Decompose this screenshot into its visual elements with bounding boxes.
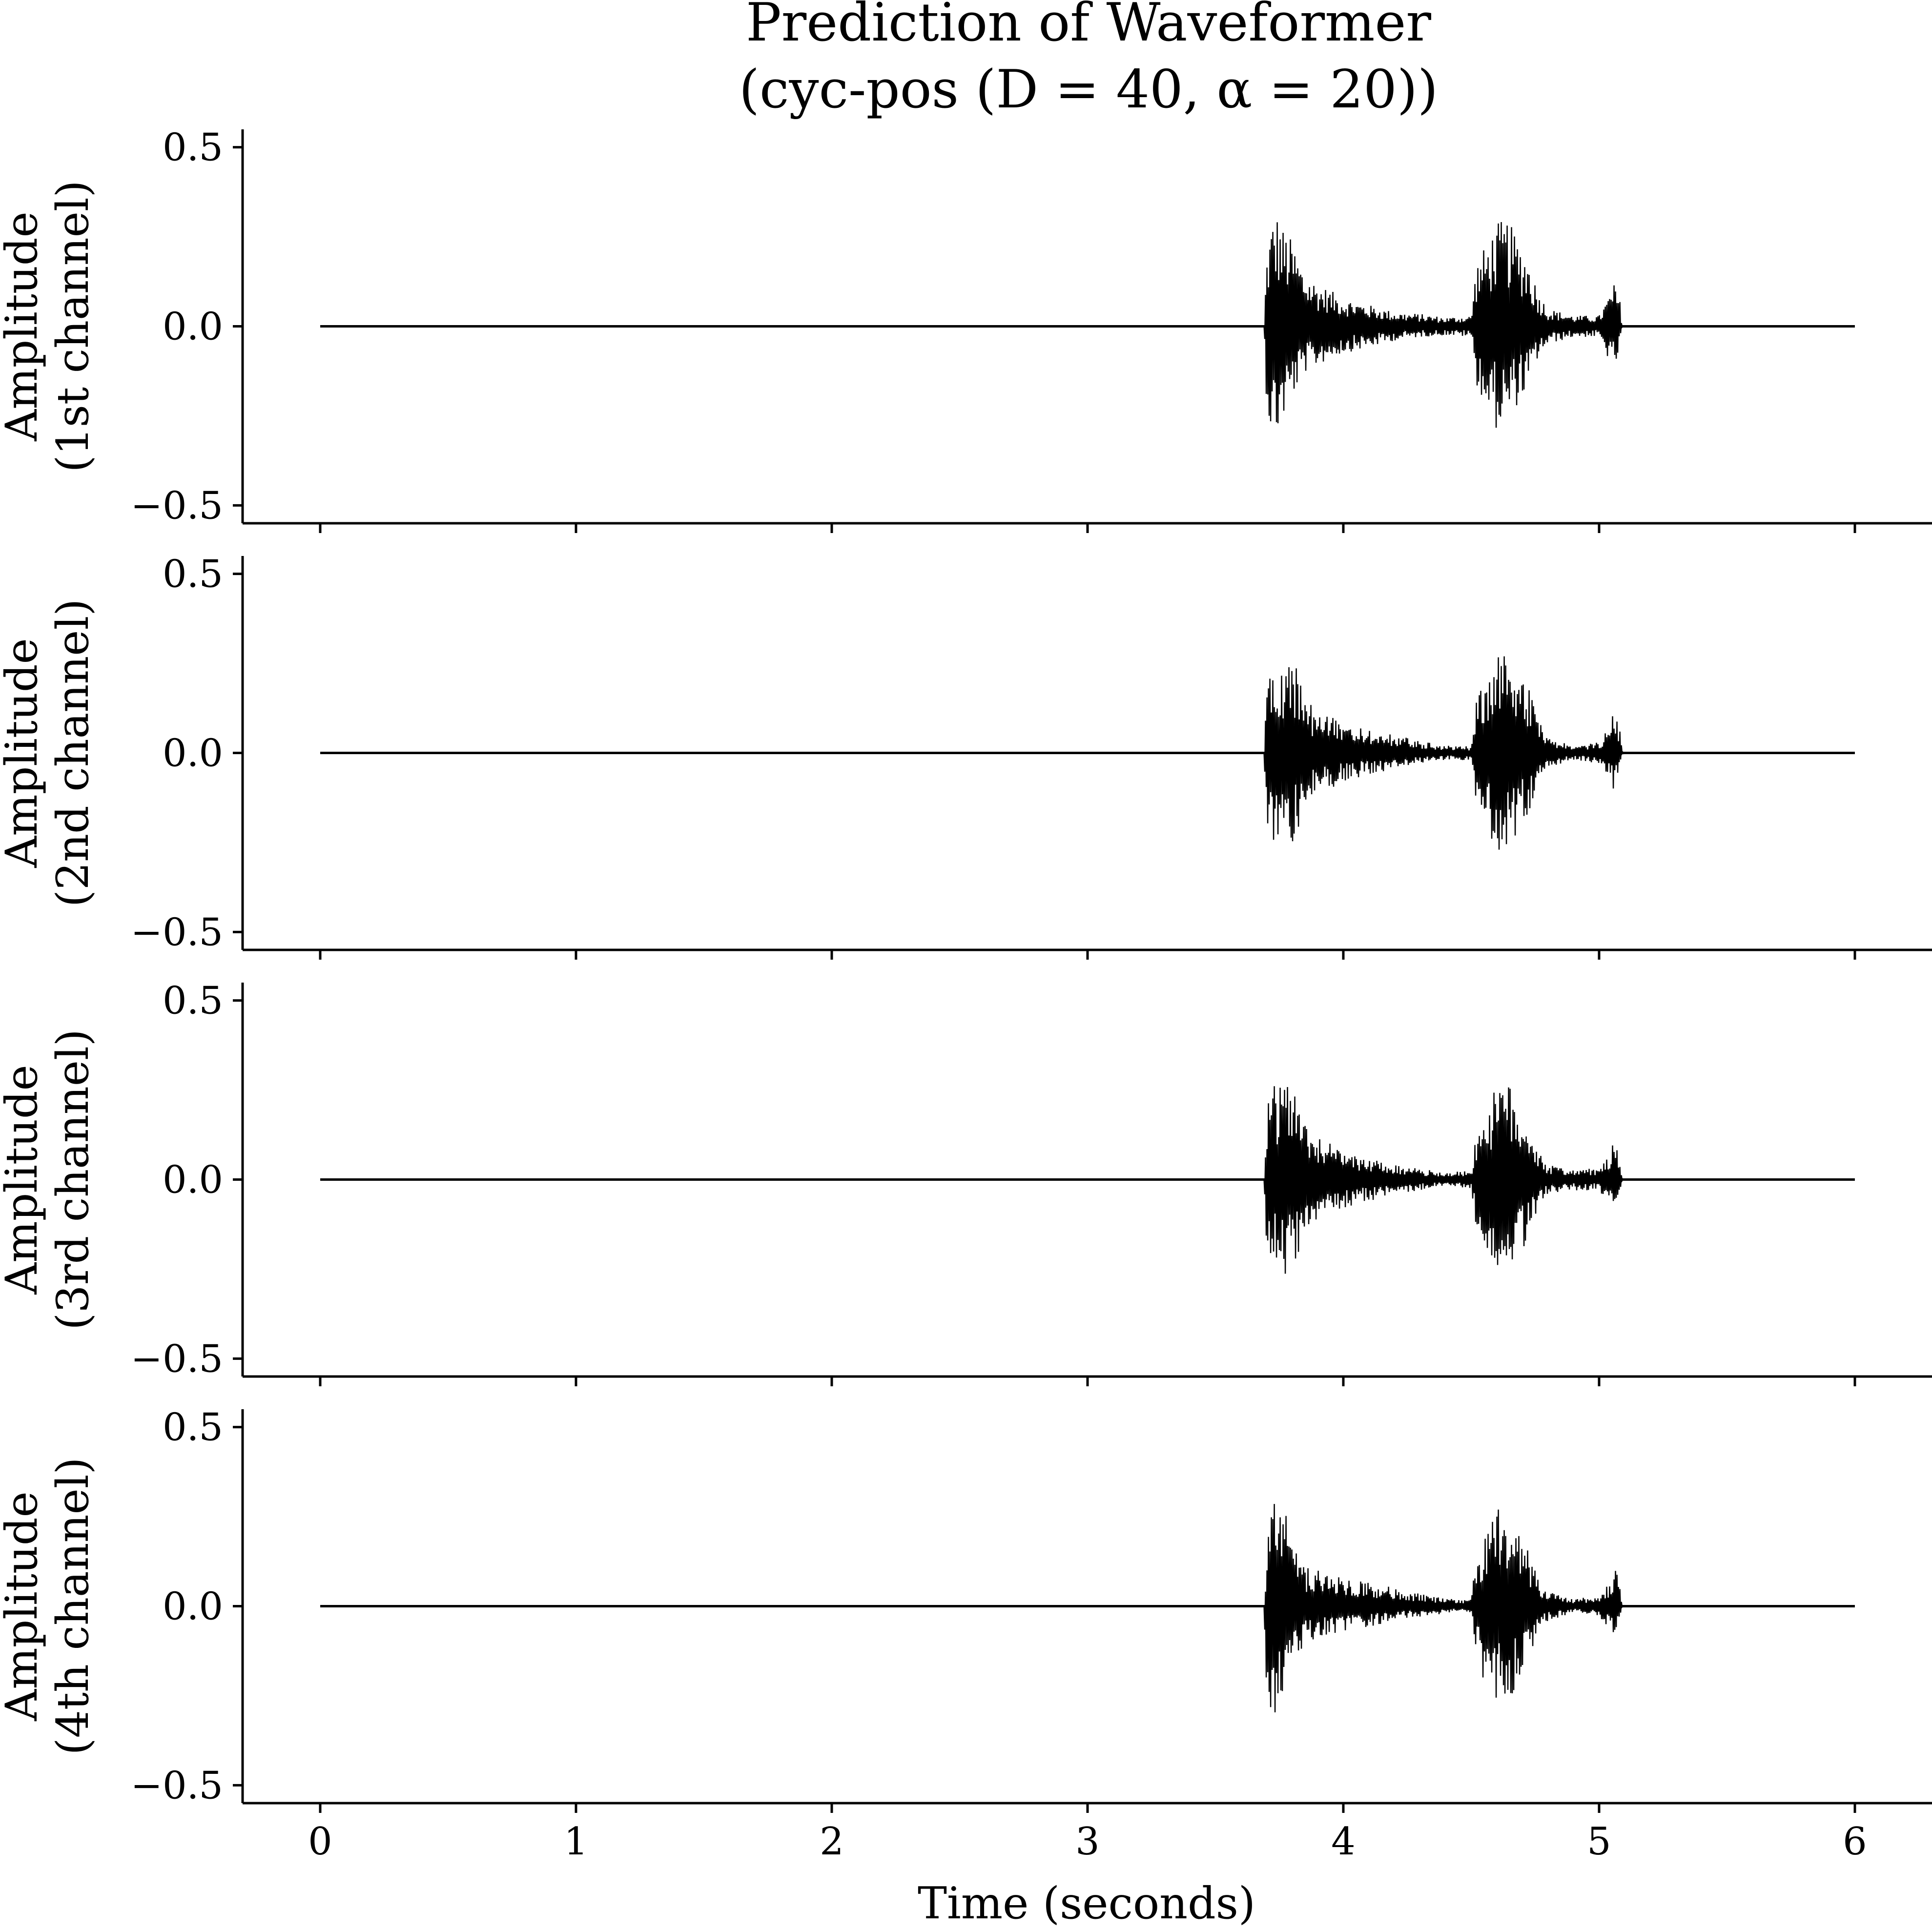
y-tick-label: 0.0 <box>163 305 223 349</box>
y-axis-label-line: (4th channel) <box>47 1457 99 1755</box>
x-tick-label: 6 <box>1843 1820 1867 1864</box>
y-axis-label-line: Amplitude <box>0 1065 47 1295</box>
y-tick-label: 0.5 <box>163 1406 223 1450</box>
x-tick-label: 4 <box>1331 1820 1356 1864</box>
waveform-signal <box>1263 656 1625 850</box>
chart-title: Prediction of Waveformer <box>746 0 1431 53</box>
panel-4: 0.5 0.0 −0.5 0 1 2 3 4 5 6 Amplitude(4th channel) <box>0 1406 1932 1864</box>
y-axis-label: Amplitude(3rd channel) <box>0 1029 99 1330</box>
y-axis-label: Amplitude(4th channel) <box>0 1457 99 1755</box>
y-axis-label-line: Amplitude <box>0 211 47 442</box>
waveform-signal <box>1263 1504 1625 1713</box>
y-tick-label: −0.5 <box>131 1764 223 1808</box>
x-tick-label: 0 <box>308 1820 332 1864</box>
chart-subtitle: (cyc-pos (D = 40, α = 20)) <box>739 59 1438 120</box>
y-axis-label-line: (3rd channel) <box>47 1029 99 1330</box>
y-tick-label: 0.0 <box>163 732 223 776</box>
y-axis-label-line: Amplitude <box>0 1491 47 1722</box>
panel-3: 0.5 0.0 −0.5 Amplitude(3rd channel) <box>0 979 1932 1386</box>
y-axis-label-line: (2nd channel) <box>47 599 99 907</box>
y-axis-label-line: (1st channel) <box>47 180 99 472</box>
panel-2: 0.5 0.0 −0.5 Amplitude(2nd channel) <box>0 553 1932 960</box>
y-tick-label: 0.5 <box>163 553 223 596</box>
y-axis-label-line: Amplitude <box>0 638 47 868</box>
x-tick-label: 5 <box>1587 1820 1611 1864</box>
waveform-signal <box>1263 1086 1625 1274</box>
x-tick-label: 2 <box>820 1820 844 1864</box>
y-tick-label: −0.5 <box>131 910 223 954</box>
x-tick-label: 1 <box>564 1820 588 1864</box>
x-tick-label: 3 <box>1075 1820 1100 1864</box>
y-tick-label: 0.5 <box>163 126 223 170</box>
y-tick-label: 0.0 <box>163 1158 223 1202</box>
y-tick-label: 0.0 <box>163 1585 223 1629</box>
x-axis-label: Time (seconds) <box>918 1878 1255 1929</box>
y-tick-label: −0.5 <box>131 1337 223 1381</box>
panel-1: 0.5 0.0 −0.5 Amplitude(1st channel) <box>0 126 1932 533</box>
y-tick-label: 0.5 <box>163 979 223 1023</box>
y-tick-label: −0.5 <box>131 484 223 528</box>
y-axis-label: Amplitude(1st channel) <box>0 180 99 472</box>
waveform-signal <box>1263 222 1625 428</box>
y-axis-label: Amplitude(2nd channel) <box>0 599 99 907</box>
